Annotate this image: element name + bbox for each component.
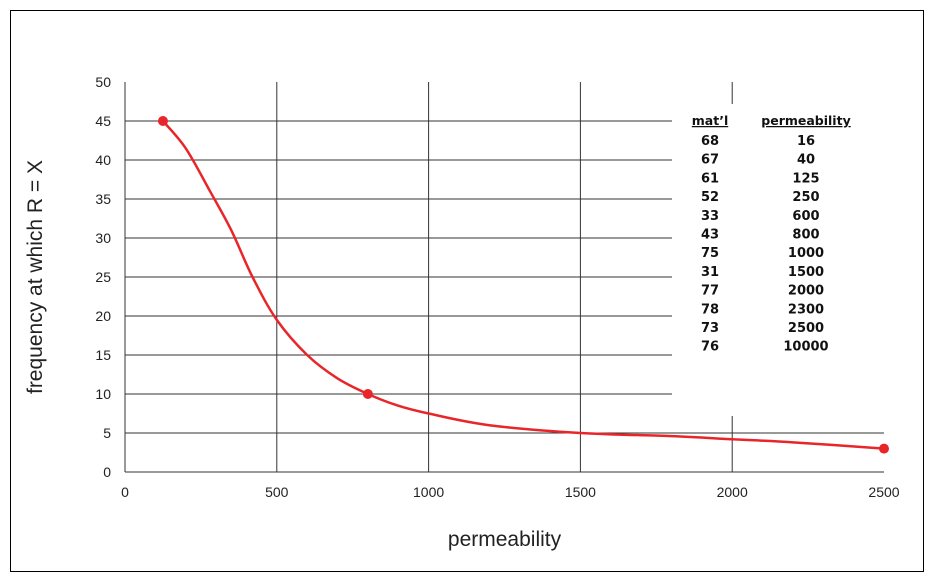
table-cell-permeability: 125 — [792, 171, 819, 186]
table-cell-material: 61 — [701, 171, 719, 186]
data-table: mat’l permeability 68 16 67 40 61 125 52 250 33 600… — [692, 113, 851, 355]
table-header-material: mat’l — [692, 113, 728, 128]
y-tick-label: 0 — [103, 464, 111, 480]
table-cell-permeability: 1000 — [788, 246, 824, 261]
table-cell-permeability: 40 — [797, 153, 815, 168]
x-axis-title: permeability — [448, 528, 562, 551]
table-cell-permeability: 2000 — [788, 284, 824, 299]
data-point-marker — [157, 116, 168, 126]
y-tick-label: 45 — [95, 113, 111, 129]
table-cell-permeability: 800 — [792, 228, 819, 243]
table-cell-permeability: 250 — [792, 190, 819, 205]
table-header-permeability: permeability — [761, 113, 850, 128]
series-group — [157, 116, 889, 454]
y-axis-title: frequency at which R = X — [24, 160, 47, 394]
table-cell-permeability: 2500 — [788, 321, 824, 336]
table-cell-permeability: 600 — [792, 209, 819, 224]
table-cell-permeability: 10000 — [783, 340, 828, 355]
x-tick-label: 0 — [121, 484, 129, 500]
y-tick-label: 5 — [103, 425, 111, 441]
y-tick-label: 15 — [95, 347, 111, 363]
table-cell-material: 67 — [701, 153, 719, 168]
table-cell-material: 76 — [701, 340, 719, 355]
x-tick-label: 1000 — [413, 484, 444, 500]
data-point-marker — [879, 443, 889, 454]
y-tick-label: 50 — [95, 74, 111, 90]
table-cell-permeability: 2300 — [788, 302, 824, 317]
y-tick-label: 20 — [95, 308, 111, 324]
x-tick-labels: 0 500 1000 1500 2000 2500 — [121, 484, 900, 500]
table-cell-material: 73 — [701, 321, 719, 336]
table-cell-material: 43 — [701, 228, 719, 243]
data-point-marker — [362, 389, 373, 399]
x-tick-label: 500 — [265, 484, 289, 500]
x-tick-label: 1500 — [565, 484, 596, 500]
table-cell-material: 75 — [701, 246, 719, 261]
table-cell-material: 52 — [701, 190, 719, 205]
y-tick-label: 40 — [95, 152, 111, 168]
x-tick-label: 2000 — [717, 484, 748, 500]
data-table-background — [672, 104, 884, 416]
table-cell-permeability: 16 — [797, 134, 815, 149]
table-cell-material: 33 — [701, 209, 719, 224]
table-cell-material: 68 — [701, 134, 719, 149]
table-cell-material: 78 — [701, 302, 719, 317]
y-tick-labels: 0 5 10 15 20 25 30 35 40 45 50 — [95, 74, 111, 480]
x-tick-label: 2500 — [868, 484, 899, 500]
table-cell-material: 77 — [701, 284, 719, 299]
y-tick-label: 35 — [95, 191, 111, 207]
y-tick-label: 10 — [95, 386, 111, 402]
axes — [124, 82, 884, 473]
y-tick-label: 30 — [95, 230, 111, 246]
series-line — [161, 120, 885, 450]
table-cell-permeability: 1500 — [788, 265, 824, 280]
y-tick-label: 25 — [95, 269, 111, 285]
table-cell-material: 31 — [701, 265, 719, 280]
